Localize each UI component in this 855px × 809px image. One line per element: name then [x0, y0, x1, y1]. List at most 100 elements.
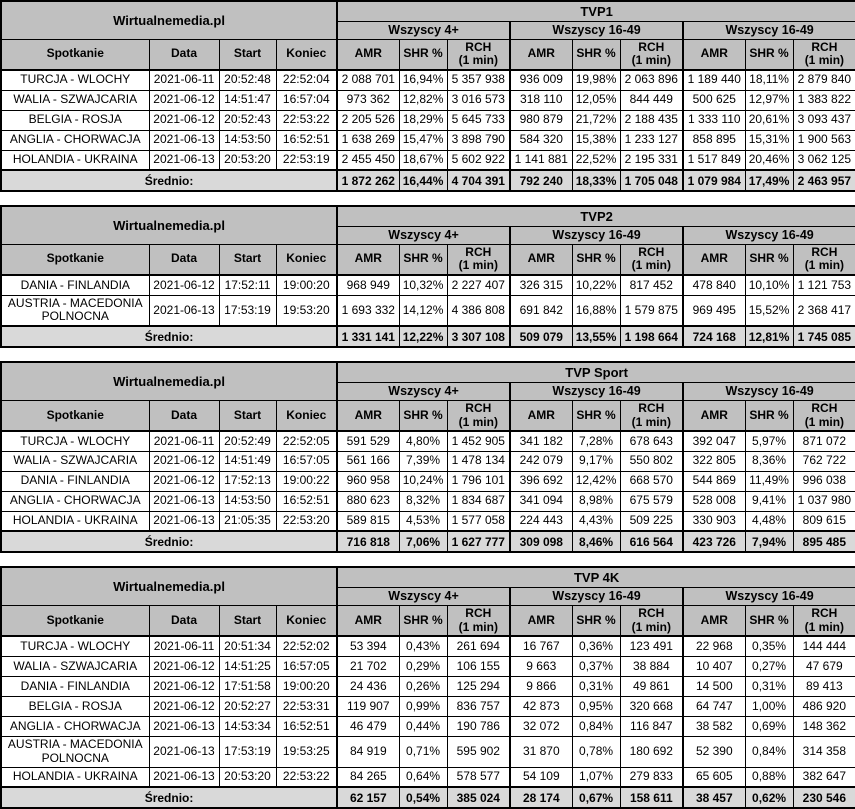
table-row: DANIA - FINLANDIA 2021-06-12 17:51:58 19:00… [0, 675, 855, 697]
metric-value-cell: 10,32% [398, 274, 448, 296]
col-header-data: Data [148, 399, 220, 433]
metric-value-cell: 0,64% [398, 766, 448, 788]
average-value-cell: 16,44% [398, 169, 448, 192]
metric-value-cell: 0,36% [571, 635, 621, 657]
brand-cell: Wirtualnemedia.pl [0, 0, 338, 40]
metric-value-cell: 678 643 [619, 430, 684, 452]
end-time-cell: 22:53:31 [275, 695, 338, 717]
metric-value-cell: 0,37% [571, 655, 621, 677]
match-name-cell: AUSTRIA - MACEDONIA POLNOCNA [0, 294, 150, 327]
col-header-rch: RCH (1 min) [619, 243, 684, 277]
metric-value-cell: 0,35% [744, 635, 794, 657]
average-row: Średnio: 1 872 262 16,44% 4 704 391 792 240 1… [0, 169, 855, 192]
average-row: Średnio: 1 331 141 12,22% 3 307 108 509 079 1… [0, 325, 855, 348]
average-value-cell: 1 872 262 [336, 169, 400, 192]
metric-value-cell: 125 294 [446, 675, 511, 697]
metric-value-cell: 2 879 840 [792, 69, 855, 91]
metric-value-cell: 15,38% [571, 129, 621, 151]
metric-value-cell: 936 009 [509, 69, 573, 91]
metric-value-cell: 24 436 [336, 675, 400, 697]
metric-value-cell: 1 478 134 [446, 450, 511, 472]
col-header-rch: RCH (1 min) [446, 243, 511, 277]
metric-value-cell: 3 062 125 [792, 149, 855, 171]
col-header-shr: SHR % [744, 604, 794, 638]
average-row: Średnio: 716 818 7,06% 1 627 777 309 098 8,46… [0, 530, 855, 553]
col-header-amr: AMR [682, 399, 746, 433]
match-name-cell: TURCJA - WLOCHY [0, 69, 150, 91]
col-header-shr: SHR % [571, 38, 621, 72]
table-row: DANIA - FINLANDIA 2021-06-12 17:52:11 19:00… [0, 274, 855, 296]
metric-value-cell: 809 615 [792, 510, 855, 532]
metric-value-cell: 2 195 331 [619, 149, 684, 171]
start-time-cell: 17:52:13 [218, 470, 277, 492]
metric-value-cell: 2 188 435 [619, 109, 684, 131]
average-value-cell: 423 726 [682, 530, 746, 553]
col-header-shr: SHR % [571, 243, 621, 277]
average-value-cell: 895 485 [792, 530, 855, 553]
end-time-cell: 16:52:51 [275, 490, 338, 512]
metric-value-cell: 52 390 [682, 735, 746, 768]
brand-cell: Wirtualnemedia.pl [0, 566, 338, 606]
group-header: Wszyscy 16-49 [682, 20, 855, 40]
metric-value-cell: 19,98% [571, 69, 621, 91]
date-cell: 2021-06-13 [148, 149, 220, 171]
date-cell: 2021-06-12 [148, 109, 220, 131]
table-row: AUSTRIA - MACEDONIA POLNOCNA 2021-06-13 17… [0, 294, 855, 327]
metric-value-cell: 42 873 [509, 695, 573, 717]
average-value-cell: 1 627 777 [446, 530, 511, 553]
metric-value-cell: 15,31% [744, 129, 794, 151]
metric-value-cell: 8,32% [398, 490, 448, 512]
metric-value-cell: 47 679 [792, 655, 855, 677]
group-header: Wszyscy 4+ [336, 381, 511, 401]
end-time-cell: 16:52:51 [275, 129, 338, 151]
group-header: Wszyscy 16-49 [509, 381, 684, 401]
col-header-spotkanie: Spotkanie [0, 243, 150, 277]
metric-value-cell: 836 757 [446, 695, 511, 717]
col-header-rch: RCH (1 min) [446, 399, 511, 433]
col-header-rch: RCH (1 min) [792, 604, 855, 638]
average-value-cell: 17,49% [744, 169, 794, 192]
metric-value-cell: 1 452 905 [446, 430, 511, 452]
metric-value-cell: 591 529 [336, 430, 400, 452]
col-header-amr: AMR [336, 604, 400, 638]
metric-value-cell: 1 577 058 [446, 510, 511, 532]
metric-value-cell: 242 079 [509, 450, 573, 472]
metric-value-cell: 14 500 [682, 675, 746, 697]
metric-value-cell: 22 968 [682, 635, 746, 657]
match-name-cell: TURCJA - WLOCHY [0, 430, 150, 452]
metric-value-cell: 9,41% [744, 490, 794, 512]
metric-value-cell: 396 692 [509, 470, 573, 492]
metric-value-cell: 5,97% [744, 430, 794, 452]
metric-value-cell: 486 920 [792, 695, 855, 717]
table-row: BELGIA - ROSJA 2021-06-12 20:52:27 22:53:31… [0, 695, 855, 717]
metric-value-cell: 224 443 [509, 510, 573, 532]
metric-value-cell: 1 638 269 [336, 129, 400, 151]
average-value-cell: 792 240 [509, 169, 573, 192]
average-value-cell: 1 079 984 [682, 169, 746, 192]
col-header-koniec: Koniec [275, 604, 338, 638]
col-header-start: Start [218, 243, 277, 277]
metric-value-cell: 478 840 [682, 274, 746, 296]
average-value-cell: 2 463 957 [792, 169, 855, 192]
metric-value-cell: 54 109 [509, 766, 573, 788]
col-header-data: Data [148, 243, 220, 277]
col-header-amr: AMR [336, 399, 400, 433]
col-header-shr: SHR % [398, 604, 448, 638]
average-value-cell: 62 157 [336, 786, 400, 809]
metric-value-cell: 691 842 [509, 294, 573, 327]
metric-value-cell: 326 315 [509, 274, 573, 296]
average-label-cell: Średnio: [0, 325, 338, 348]
date-cell: 2021-06-12 [148, 655, 220, 677]
metric-value-cell: 0,26% [398, 675, 448, 697]
metric-value-cell: 0,29% [398, 655, 448, 677]
match-name-cell: HOLANDIA - UKRAINA [0, 766, 150, 788]
end-time-cell: 16:57:05 [275, 655, 338, 677]
metric-value-cell: 53 394 [336, 635, 400, 657]
metric-value-cell: 880 623 [336, 490, 400, 512]
metric-value-cell: 762 722 [792, 450, 855, 472]
metric-value-cell: 2 368 417 [792, 294, 855, 327]
start-time-cell: 14:53:50 [218, 129, 277, 151]
metric-value-cell: 279 833 [619, 766, 684, 788]
metric-value-cell: 561 166 [336, 450, 400, 472]
